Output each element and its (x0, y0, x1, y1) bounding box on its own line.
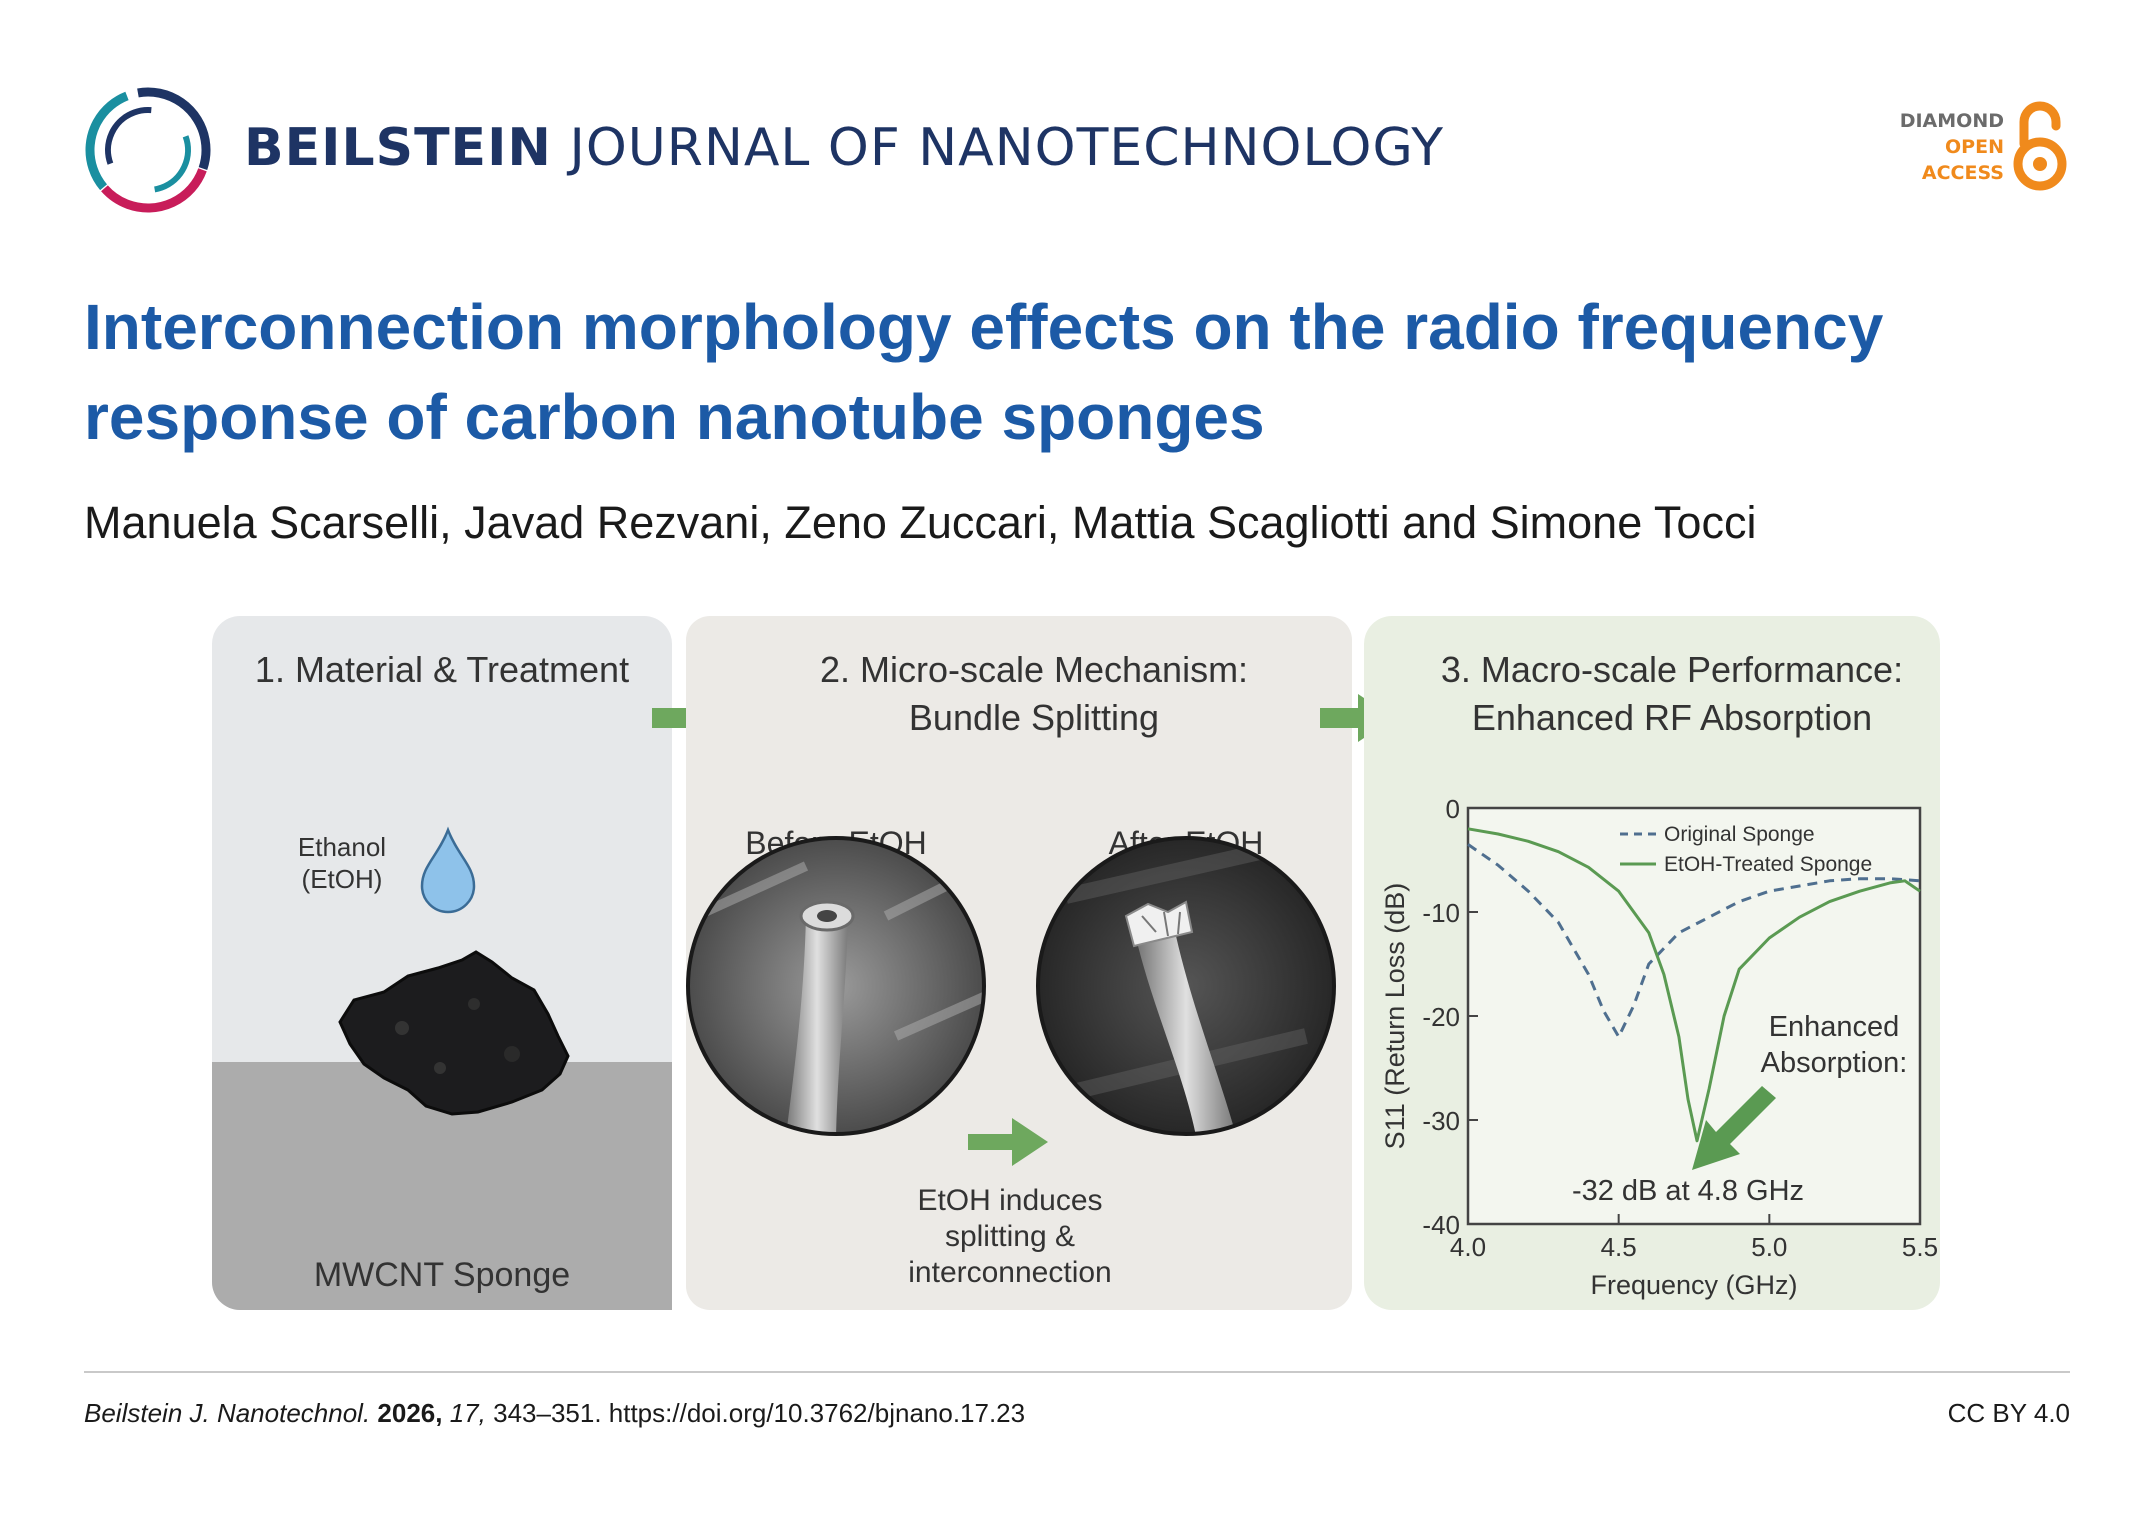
y-axis-label: S11 (Return Loss (dB) (1380, 883, 1410, 1150)
citation: Beilstein J. Nanotechnol. 2026, 17, 343–… (84, 1398, 1025, 1429)
annotation-enhanced: Enhanced (1769, 1011, 1900, 1043)
footer-divider (84, 1371, 2070, 1373)
citation-pages-doi[interactable]: 343–351. https://doi.org/10.3762/bjnano.… (493, 1398, 1026, 1428)
x-tick-label: 4.0 (1450, 1232, 1486, 1262)
panel1-title: 1. Material & Treatment (255, 649, 629, 690)
panel2-title-1: 2. Micro-scale Mechanism: (820, 649, 1248, 690)
badge-line-access: ACCESS (1921, 162, 2004, 184)
sem-after-image (1036, 836, 1336, 1136)
panel2-caption-3: interconnection (908, 1256, 1111, 1289)
panel-material-treatment: 1. Material & Treatment Ethanol (EtOH) M… (212, 616, 672, 1310)
author-list: Manuela Scarselli, Javad Rezvani, Zeno Z… (84, 497, 1757, 548)
y-tick-label: 0 (1446, 794, 1460, 824)
return-loss-chart: 0 -10 -20 -30 -40 4.0 4.5 5.0 5.5 Original Spon… (1380, 794, 1938, 1300)
badge-line-diamond: DIAMOND (1899, 110, 2004, 132)
mwcnt-sponge-image (338, 950, 570, 1116)
legend-original-sponge: Original Sponge (1664, 823, 1815, 846)
x-axis-label: Frequency (GHz) (1590, 1270, 1797, 1300)
ethanol-drop-icon (420, 826, 476, 914)
journal-name: BEILSTEIN JOURNAL OF NANOTECHNOLOGY (244, 118, 1444, 178)
x-tick-label: 5.0 (1751, 1232, 1787, 1262)
y-tick-label: -20 (1422, 1002, 1460, 1032)
y-tick-label: -10 (1422, 898, 1460, 928)
panel3-title-2: Enhanced RF Absorption (1472, 697, 1872, 738)
open-lock-icon (2013, 101, 2067, 191)
x-tick-label: 5.5 (1902, 1232, 1938, 1262)
panel2-caption-1: EtOH induces (917, 1184, 1102, 1217)
graphical-abstract: 1. Material & Treatment Ethanol (EtOH) M… (212, 616, 1940, 1310)
citation-volume: 17, (449, 1398, 486, 1428)
annotation-arrow-icon (1692, 1086, 1776, 1170)
journal-name-rest: JOURNAL OF NANOTECHNOLOGY (569, 118, 1444, 178)
treatment-arrow-icon (968, 1118, 1048, 1166)
paper-title: Interconnection morphology effects on th… (84, 291, 1884, 453)
journal-logo-icon (85, 87, 211, 213)
drop-label-1: Ethanol (298, 832, 386, 862)
y-tick-label: -40 (1422, 1210, 1460, 1240)
y-tick-label: -30 (1422, 1106, 1460, 1136)
badge-line-open: OPEN (1945, 136, 2004, 158)
panel3-title-1: 3. Macro-scale Performance: (1441, 649, 1903, 690)
legend-etoh-treated-sponge: EtOH-Treated Sponge (1664, 853, 1872, 876)
panel2-caption-2: splitting & (945, 1220, 1075, 1253)
open-access-badge: DIAMOND OPEN ACCESS (1880, 100, 2070, 196)
journal-abbrev: Beilstein J. Nanotechnol. (84, 1398, 371, 1428)
panel-macro-performance: 3. Macro-scale Performance: Enhanced RF … (1364, 616, 1940, 1310)
drop-label-2: (EtOH) (302, 864, 383, 894)
license: CC BY 4.0 (1947, 1398, 2070, 1428)
series-line-etoh-treated-sponge (1467, 827, 1921, 1143)
journal-brand: BEILSTEIN (244, 118, 552, 178)
annotation-absorption: Absorption: (1761, 1047, 1908, 1079)
citation-year: 2026, (377, 1398, 443, 1428)
panel-micro-mechanism: 2. Micro-scale Mechanism: Bundle Splitti… (686, 616, 1352, 1310)
series-line-original-sponge (1467, 843, 1921, 1039)
panel2-title-2: Bundle Splitting (909, 697, 1159, 738)
annotation-peak: -32 dB at 4.8 GHz (1572, 1175, 1804, 1207)
sponge-label: MWCNT Sponge (314, 1256, 570, 1294)
x-tick-label: 4.5 (1601, 1232, 1637, 1262)
